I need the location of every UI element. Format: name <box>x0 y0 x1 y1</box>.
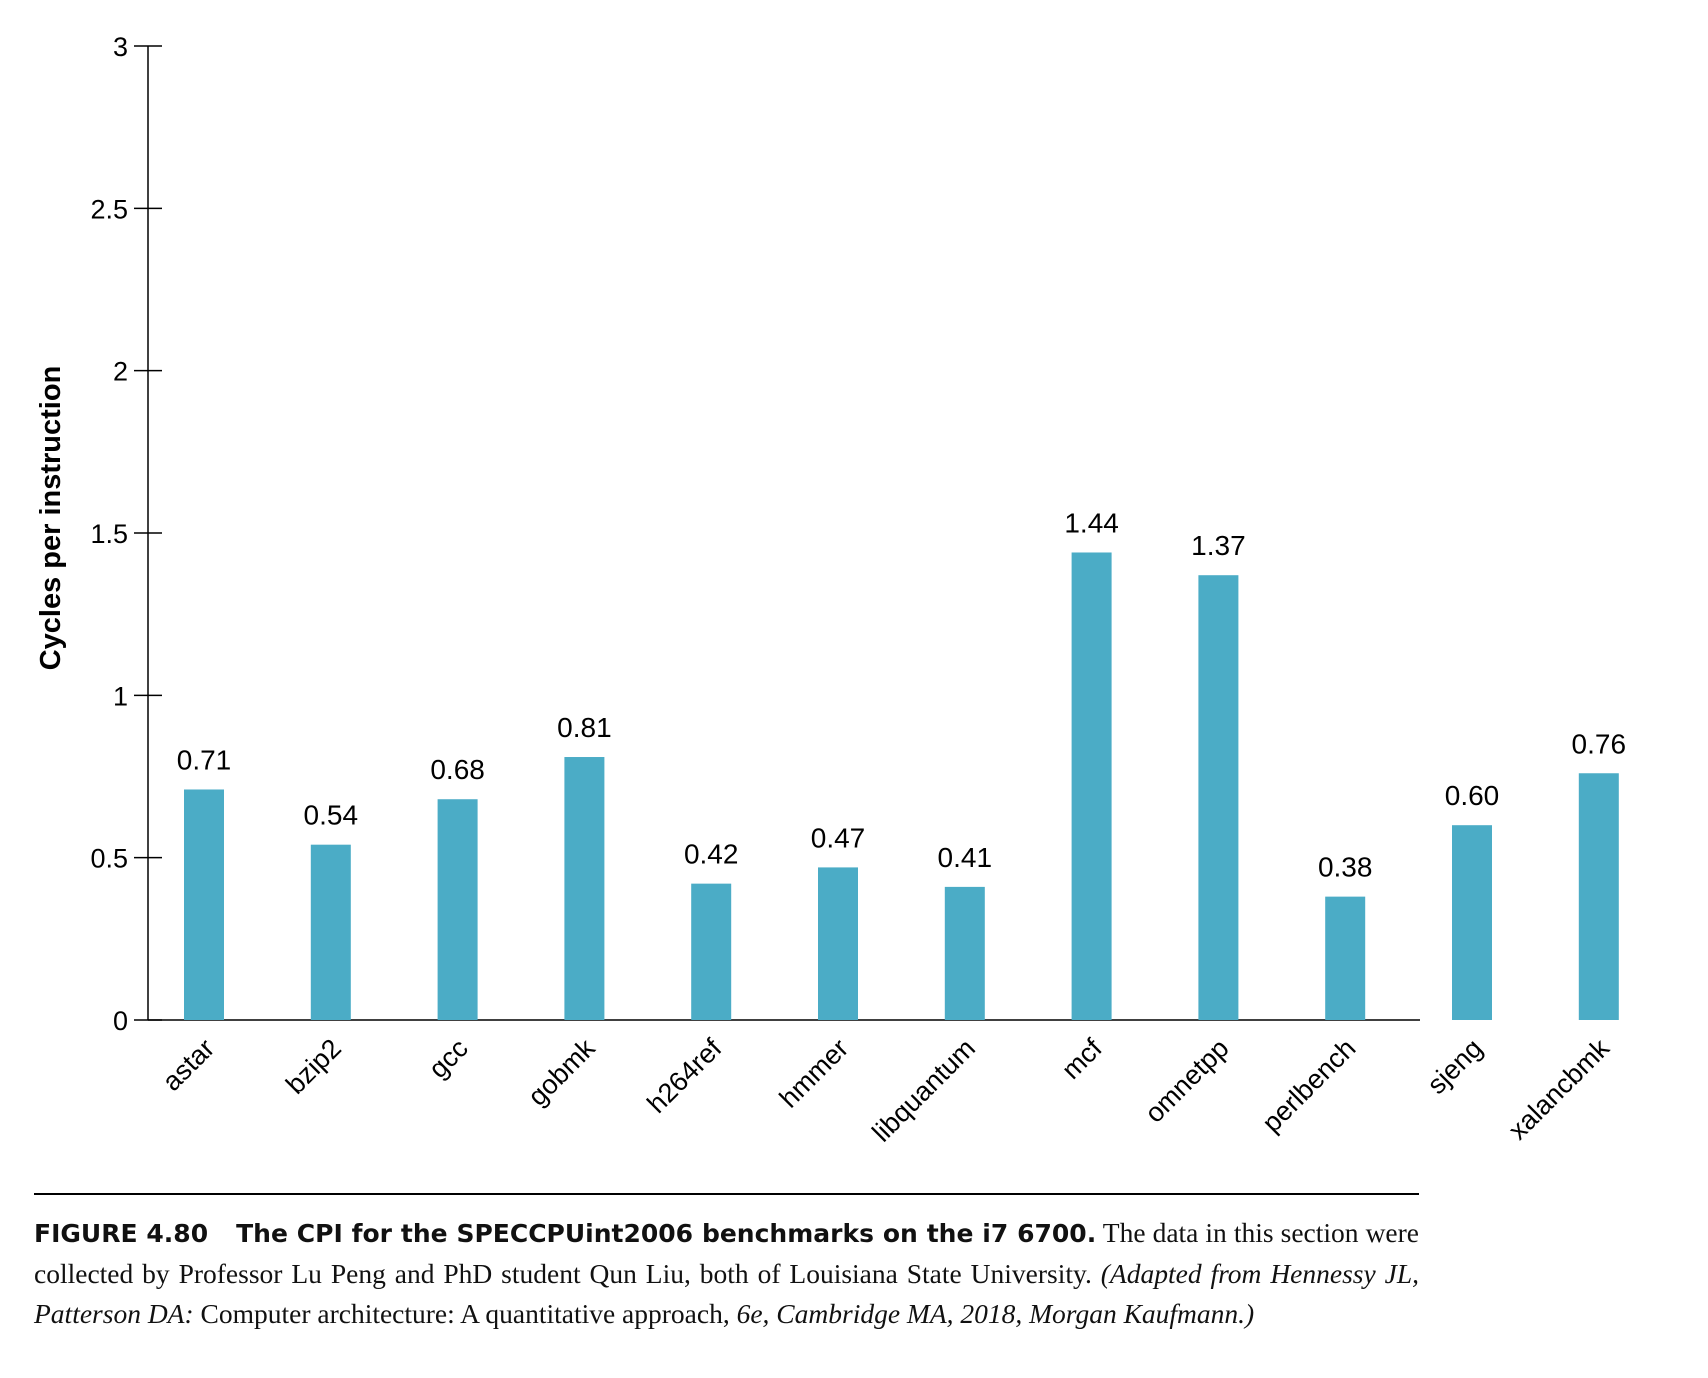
bar <box>691 883 732 1020</box>
x-tick-label: sjeng <box>1421 1033 1488 1100</box>
bar <box>1198 575 1239 1020</box>
data-label: 0.60 <box>1445 780 1500 811</box>
data-label: 0.38 <box>1318 852 1373 883</box>
y-axis-label: Cycles per instruction <box>35 366 67 671</box>
x-tick-label: xalancbmk <box>1503 1033 1616 1146</box>
x-tick-label: bzip2 <box>280 1033 347 1100</box>
figure-caption: FIGURE 4.80 The CPI for the SPECCPUint200… <box>34 1193 1419 1334</box>
data-label: 0.41 <box>938 842 993 873</box>
bar <box>944 886 985 1020</box>
data-label: 0.54 <box>304 800 359 831</box>
bars <box>184 552 1619 1020</box>
caption-text: The data in this section were collected … <box>34 1217 1419 1289</box>
labels: 0.71 astar 0.54 bzip2 0.68 gcc 0.81 gobmk 0.42 h2… <box>157 507 1626 1147</box>
data-label: 0.47 <box>811 822 866 853</box>
y-tick-label: 1.5 <box>90 519 128 549</box>
x-tick-label: omnetpp <box>1139 1033 1235 1129</box>
data-label: 0.71 <box>177 744 232 775</box>
x-tick-label: h264ref <box>641 1033 727 1119</box>
bar <box>818 867 858 1020</box>
y-tick-label: 3 <box>113 32 128 62</box>
figure-number: FIGURE 4.80 <box>34 1219 209 1248</box>
bar <box>1325 896 1366 1020</box>
bar <box>184 789 224 1020</box>
x-tick-label: gobmk <box>522 1033 601 1112</box>
data-label: 0.76 <box>1572 728 1627 759</box>
bar <box>1452 825 1492 1020</box>
bar <box>437 799 478 1020</box>
bar <box>310 844 351 1020</box>
y-tick-label: 0.5 <box>90 844 128 874</box>
x-tick-label: perlbench <box>1256 1033 1361 1138</box>
bar <box>1071 552 1112 1020</box>
data-label: 0.42 <box>684 839 739 870</box>
bar <box>564 757 605 1020</box>
axes: 0 0.5 1 1.5 2 2.5 3 <box>90 32 1420 1036</box>
caption-source-open: (Adapted from Hennessy JL, Patterson DA: <box>34 1258 1419 1329</box>
x-tick-label: mcf <box>1056 1033 1108 1085</box>
data-label: 0.81 <box>557 712 612 743</box>
cpi-bar-chart: Cycles per instruction 0 0.5 1 1.5 2 2.5 3 0.7… <box>35 32 1626 1148</box>
x-tick-label: hmmer <box>774 1033 855 1114</box>
caption-source-work: Computer architecture: A quantitative ap… <box>200 1298 730 1329</box>
data-label: 1.44 <box>1064 507 1119 538</box>
y-tick-label: 1 <box>113 681 128 711</box>
bar <box>1578 773 1619 1020</box>
x-tick-label: gcc <box>423 1033 474 1084</box>
y-tick-label: 2.5 <box>90 194 128 224</box>
x-tick-label: libquantum <box>866 1033 981 1148</box>
y-tick-label: 2 <box>113 357 128 387</box>
data-label: 0.68 <box>430 754 485 785</box>
figure-title: The CPI for the SPECCPUint2006 benchmark… <box>236 1219 1097 1248</box>
x-tick-label: astar <box>157 1033 221 1097</box>
y-tick-label: 0 <box>113 1006 128 1036</box>
data-label: 1.37 <box>1191 530 1246 561</box>
caption-source-close: 6e, Cambridge MA, 2018, Morgan Kaufmann.… <box>736 1298 1255 1329</box>
